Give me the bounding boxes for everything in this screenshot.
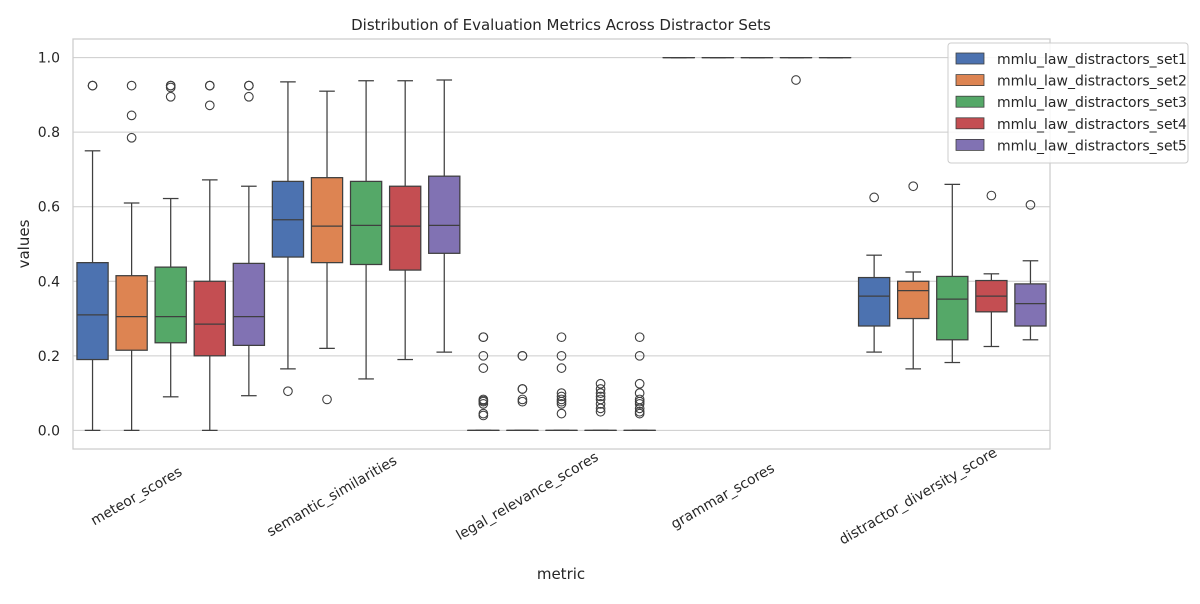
- box-rect: [1015, 284, 1046, 326]
- y-tick-label: 0.2: [38, 349, 60, 365]
- box-rect: [77, 263, 108, 360]
- box-rect: [429, 176, 460, 253]
- box-rect: [116, 276, 147, 351]
- legend-label: mmlu_law_distractors_set1: [997, 52, 1187, 68]
- box-rect: [233, 263, 264, 345]
- box-rect: [390, 186, 421, 270]
- box-rect: [194, 281, 225, 356]
- y-tick-label: 1.0: [38, 51, 60, 67]
- legend-label: mmlu_law_distractors_set5: [997, 138, 1187, 154]
- legend-swatch: [956, 53, 984, 64]
- legend-swatch: [956, 139, 984, 150]
- legend: mmlu_law_distractors_set1 mmlu_law_distra…: [948, 43, 1188, 163]
- box-rect: [859, 278, 890, 326]
- x-axis-label: metric: [537, 565, 585, 583]
- legend-label: mmlu_law_distractors_set3: [997, 95, 1187, 111]
- box-rect: [937, 276, 968, 339]
- box-rect: [898, 281, 929, 318]
- y-tick-label: 0.4: [38, 274, 60, 290]
- legend-swatch: [956, 96, 984, 107]
- y-axis-label: values: [15, 219, 33, 268]
- legend-swatch: [956, 118, 984, 129]
- legend-label: mmlu_law_distractors_set4: [997, 117, 1187, 133]
- y-tick-label: 0.6: [38, 200, 60, 216]
- chart-title: Distribution of Evaluation Metrics Acros…: [351, 16, 771, 34]
- y-tick-label: 0.8: [38, 125, 60, 141]
- legend-swatch: [956, 75, 984, 86]
- box-rect: [155, 267, 186, 343]
- y-tick-label: 0.0: [38, 423, 60, 439]
- legend-label: mmlu_law_distractors_set2: [997, 74, 1187, 90]
- box-rect: [351, 181, 382, 264]
- box-rect: [311, 178, 342, 263]
